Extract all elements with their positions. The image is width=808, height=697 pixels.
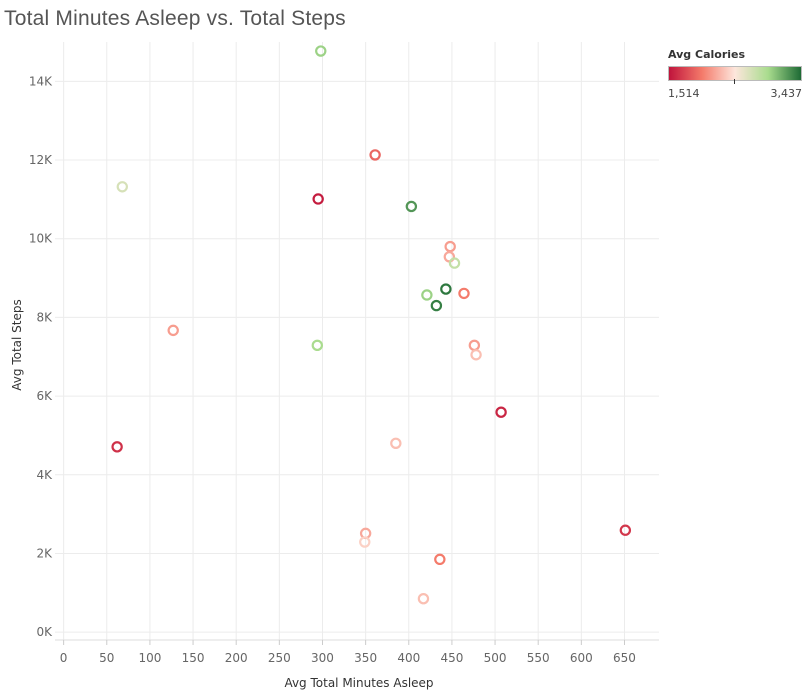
y-tick-label: 14K — [29, 74, 53, 88]
data-point[interactable] — [440, 283, 452, 295]
x-tick-label: 300 — [311, 651, 334, 665]
x-axis-ticks: 0 50 100 150 200 250 300 350 400 450 500 550 600 650 — [60, 640, 636, 665]
data-point[interactable] — [369, 149, 381, 161]
y-tick-label: 2K — [36, 546, 53, 560]
x-tick-label: 550 — [527, 651, 550, 665]
data-point[interactable] — [468, 339, 481, 352]
legend-title: Avg Calories — [668, 48, 746, 61]
data-point[interactable] — [417, 592, 430, 605]
data-point[interactable] — [167, 324, 179, 337]
data-point[interactable] — [359, 536, 371, 548]
y-tick-label: 10K — [29, 232, 53, 246]
data-point[interactable] — [421, 289, 433, 301]
chart-title: Total Minutes Asleep vs. Total Steps — [4, 7, 346, 30]
data-point[interactable] — [434, 553, 446, 566]
data-point[interactable] — [111, 441, 123, 453]
data-point[interactable] — [430, 299, 443, 312]
y-tick-label: 0K — [36, 625, 53, 639]
y-axis-label: Avg Total Steps — [10, 299, 24, 390]
data-point[interactable] — [312, 193, 324, 205]
legend-max-label: 3,437 — [770, 87, 803, 100]
x-tick-label: 400 — [397, 651, 420, 665]
gridlines — [55, 42, 659, 641]
color-legend: Avg Calories 1,514 3,437 — [668, 48, 804, 100]
x-axis-label: Avg Total Minutes Asleep — [284, 676, 433, 690]
data-point[interactable] — [619, 524, 632, 536]
y-axis-ticks: 0K 2K 4K 6K 8K 10K 12K 14K — [29, 74, 53, 639]
y-tick-label: 6K — [36, 389, 53, 403]
y-tick-label: 4K — [36, 468, 53, 482]
x-tick-label: 150 — [182, 651, 205, 665]
x-tick-label: 200 — [225, 651, 248, 665]
x-tick-label: 650 — [613, 651, 636, 665]
data-point[interactable] — [458, 287, 470, 300]
data-point[interactable] — [390, 437, 402, 449]
data-point[interactable] — [311, 339, 324, 352]
x-tick-label: 0 — [60, 651, 68, 665]
data-point[interactable] — [448, 257, 461, 269]
x-tick-label: 350 — [354, 651, 377, 665]
data-point[interactable] — [116, 181, 129, 193]
x-tick-label: 500 — [484, 651, 507, 665]
y-tick-label: 12K — [29, 153, 53, 167]
legend-color-ramp — [668, 66, 802, 84]
legend-min-label: 1,514 — [668, 87, 700, 100]
data-point[interactable] — [405, 200, 418, 213]
x-tick-label: 250 — [268, 651, 291, 665]
x-tick-label: 50 — [99, 651, 114, 665]
data-points — [111, 45, 632, 605]
y-tick-label: 8K — [36, 310, 53, 324]
data-point[interactable] — [495, 406, 507, 418]
data-point[interactable] — [470, 349, 482, 361]
x-tick-label: 600 — [570, 651, 593, 665]
data-point[interactable] — [444, 240, 456, 253]
data-point[interactable] — [315, 45, 327, 57]
legend-center-tick — [734, 79, 735, 84]
x-tick-label: 450 — [440, 651, 463, 665]
x-tick-label: 100 — [138, 651, 161, 665]
